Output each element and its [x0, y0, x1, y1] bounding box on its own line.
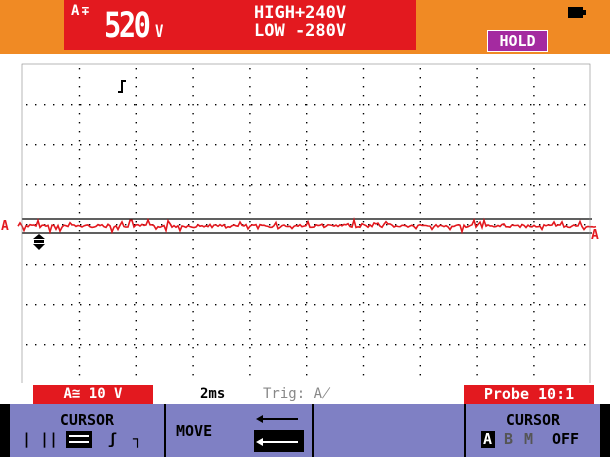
reading-unit: V [155, 22, 164, 42]
low-value: LOW -280V [254, 21, 347, 41]
channel-label: A [71, 3, 80, 19]
cursor-select-softkey[interactable]: CURSOR A B M OFF [466, 404, 600, 457]
grid [26, 68, 586, 384]
waveform-display: A A [0, 54, 610, 384]
cursor-type-softkey[interactable]: CURSOR | || ʃ ┐ [10, 404, 164, 457]
probe-indicator[interactable]: Probe 10:1 [464, 385, 594, 404]
waveform-trace [17, 216, 597, 235]
channel-marker[interactable]: A [1, 219, 9, 234]
hold-indicator[interactable]: HOLD [487, 30, 548, 52]
cursor-option-fall: ┐ [133, 430, 143, 448]
reading-panel: A ∓ 520 V HIGH+240V LOW -280V [64, 0, 416, 50]
header-bar: A ∓ 520 V HIGH+240V LOW -280V HOLD [0, 0, 610, 54]
channel-indicator: A ∓ [71, 3, 89, 19]
main-reading: 520 V [104, 6, 163, 52]
waveform-svg: A A [1, 63, 599, 384]
cursor-option-single: | [22, 430, 32, 448]
cursor-option-rise: ʃ [108, 430, 118, 448]
range-indicator[interactable]: A≅ 10 V [33, 385, 153, 404]
cursor-select-off: OFF [552, 430, 580, 448]
high-value: HIGH+240V [254, 3, 347, 23]
move-softkey[interactable]: MOVE [166, 404, 312, 457]
move-cursor-icon [254, 415, 304, 452]
cursor-type-label: CURSOR [59, 411, 115, 429]
trace-end-marker: A [591, 228, 599, 243]
timebase-indicator[interactable]: 2ms [200, 386, 226, 402]
cursor-select-a: A [483, 430, 493, 448]
cursor-select-m: M [524, 430, 534, 448]
trigger-indicator: Trig: A̸ [263, 386, 331, 402]
plot-border [21, 63, 591, 384]
cursor-select-b: B [504, 430, 514, 448]
trigger-edge-icon[interactable] [118, 80, 126, 93]
ground-arrow-icon[interactable] [33, 234, 45, 250]
reading-value: 520 [104, 6, 151, 46]
move-label: MOVE [176, 422, 213, 440]
high-low-readout: HIGH+240V LOW -280V [254, 4, 346, 40]
blank-softkey[interactable] [314, 404, 464, 457]
cursor-option-horizontal-selected [66, 431, 92, 448]
ac-dc-coupling-icon: ∓ [81, 4, 89, 19]
cursor-select-a-bg [481, 431, 495, 448]
battery-icon [568, 7, 586, 18]
cursor-option-double: || [40, 430, 59, 448]
cursor-select-label: CURSOR [505, 411, 561, 429]
